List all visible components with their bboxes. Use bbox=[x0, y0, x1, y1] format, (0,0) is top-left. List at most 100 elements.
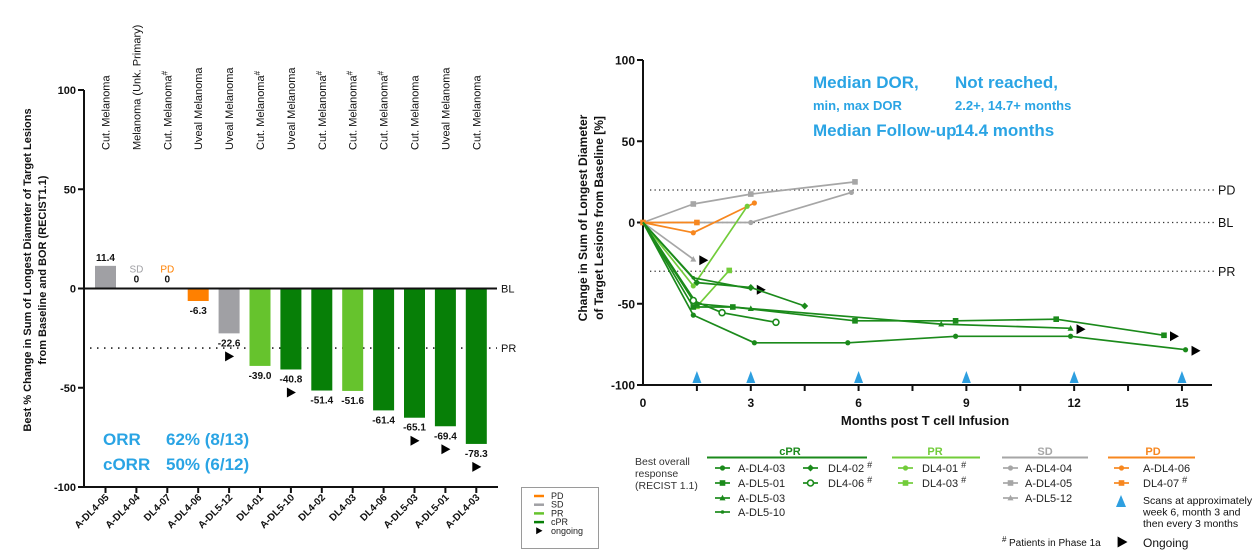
legend-group-title-pr: PR bbox=[927, 446, 942, 458]
legend-entry-dl4-07: DL4-07 # bbox=[1114, 475, 1187, 490]
line-y-tick-label: -100 bbox=[611, 379, 635, 393]
scan-time-marker-icon bbox=[1177, 371, 1187, 383]
legend-group-title-sd: SD bbox=[1037, 446, 1052, 458]
phase1a-mark: # bbox=[377, 70, 386, 75]
category-label: A-DL4-04 bbox=[104, 492, 143, 531]
legend-marker bbox=[902, 465, 909, 471]
reference-line-label: BL bbox=[1218, 216, 1233, 230]
data-point bbox=[1067, 325, 1074, 331]
bar-dl4-03 bbox=[342, 288, 364, 391]
annotation-label: Median DOR, bbox=[813, 73, 919, 92]
series-line bbox=[642, 221, 694, 260]
data-point bbox=[747, 305, 754, 312]
data-point bbox=[690, 283, 696, 289]
series-dl4-06 bbox=[642, 222, 780, 327]
legend-box bbox=[521, 487, 599, 549]
line-x-tick-label: 0 bbox=[640, 396, 647, 410]
legend-entry-dl4-01: DL4-01 # bbox=[898, 460, 966, 475]
legend-label: DL4-01 # bbox=[922, 460, 966, 475]
line-x-axis-title: Months post T cell Infusion bbox=[841, 413, 1009, 428]
annotation-value: 50% (6/12) bbox=[166, 455, 249, 474]
indication-label: Uveal Melanoma bbox=[193, 67, 205, 150]
data-point bbox=[726, 267, 733, 274]
legend-marker bbox=[719, 480, 726, 486]
bar-value-label: -39.0 bbox=[249, 371, 272, 382]
ongoing-arrow-icon bbox=[286, 387, 296, 398]
data-point bbox=[694, 219, 700, 226]
bar-value-label: -69.4 bbox=[434, 431, 457, 442]
legend-group-title-cpr: cPR bbox=[779, 446, 800, 458]
annotation-label: cORR bbox=[103, 455, 150, 474]
indication-label: Cut. Melanoma# bbox=[253, 70, 267, 150]
reference-line-label: PR bbox=[1218, 265, 1235, 279]
data-point bbox=[690, 256, 697, 262]
indication-label: Cut. Melanoma# bbox=[377, 70, 391, 150]
bar-dl4-01 bbox=[249, 288, 271, 366]
data-point bbox=[689, 296, 698, 305]
phase1a-mark: # bbox=[253, 70, 262, 75]
category-label: A-DL4-03 bbox=[444, 492, 483, 531]
series-line bbox=[642, 222, 1071, 330]
legend-label: A-DL4-06 bbox=[1143, 463, 1190, 475]
phase1a-mark: # bbox=[961, 475, 966, 485]
line-y-tick-label: -50 bbox=[618, 297, 636, 311]
annotation-value: Not reached, bbox=[955, 73, 1058, 92]
legend-label: DL4-07 # bbox=[1143, 475, 1187, 490]
data-point bbox=[690, 201, 697, 207]
legend-marker bbox=[1118, 465, 1125, 471]
bar-value-label: 0 bbox=[165, 275, 171, 286]
legend-marker bbox=[719, 465, 726, 471]
indication-label: Cut. Melanoma# bbox=[346, 70, 360, 150]
bar-value-label: -65.1 bbox=[403, 423, 426, 434]
data-point bbox=[848, 189, 854, 196]
indication-label: Melanoma (Unk. Primary) bbox=[131, 25, 143, 150]
data-point bbox=[938, 320, 945, 327]
reference-line-label: PD bbox=[1218, 184, 1235, 198]
data-point bbox=[693, 300, 700, 307]
bar-value-label: -78.3 bbox=[465, 449, 488, 460]
legend-label: ongoing bbox=[551, 526, 583, 536]
data-point bbox=[748, 219, 754, 226]
series-line bbox=[642, 222, 1186, 351]
data-point bbox=[1067, 333, 1074, 339]
legend-entry-a-dl4-05: A-DL4-05 bbox=[1003, 478, 1072, 490]
legend-marker bbox=[807, 464, 814, 472]
legend-title: response bbox=[635, 468, 678, 480]
bar-y-axis-title-line-1: Best % Change in Sum of Longest Diameter… bbox=[22, 108, 34, 431]
legend-title: Best overall bbox=[635, 456, 690, 468]
legend-label: A-DL5-01 bbox=[738, 478, 785, 490]
legend-marker bbox=[1007, 494, 1014, 501]
scan-time-marker-icon bbox=[1069, 371, 1079, 383]
bar-response-tag: SD bbox=[129, 265, 143, 276]
ongoing-arrow-icon bbox=[225, 351, 235, 362]
line-y-tick-label: 0 bbox=[628, 216, 635, 230]
bar-a-dl4-06 bbox=[187, 288, 209, 302]
spider-marks: 100 50 0 -50 -100 0 3 6 9 12 15 PD BL PR bbox=[611, 54, 1235, 411]
line-x-tick-label: 3 bbox=[747, 396, 754, 410]
ongoing-arrow-icon bbox=[1169, 331, 1179, 342]
data-point bbox=[690, 230, 696, 236]
line-y-tick-label: 100 bbox=[615, 54, 635, 68]
footnote-mark: # bbox=[1002, 535, 1007, 544]
indication-label: Cut. Melanoma# bbox=[315, 70, 329, 150]
phase1a-mark: # bbox=[315, 70, 324, 75]
indication-label: Cut. Melanoma bbox=[410, 75, 422, 150]
ongoing-arrow-icon bbox=[536, 527, 543, 535]
waterfall-chart: Best % Change in Sum of Longest Diameter… bbox=[22, 25, 599, 549]
phase1a-mark: # bbox=[867, 460, 872, 470]
data-point bbox=[751, 340, 757, 346]
bar-value-label: -40.8 bbox=[280, 374, 303, 385]
data-point bbox=[718, 308, 726, 317]
legend-label: SD bbox=[551, 500, 564, 510]
annotation-label: min, max DOR bbox=[813, 98, 902, 113]
data-point bbox=[690, 312, 696, 318]
bar-value-label: 0 bbox=[134, 275, 140, 286]
bar-y-axis-title-line-2: from Baseline and BOR (RECIST1.1) bbox=[37, 175, 49, 364]
bar-value-label: -22.6 bbox=[218, 338, 241, 349]
phase1a-mark: # bbox=[346, 70, 355, 75]
data-point bbox=[1182, 347, 1189, 353]
category-label: A-DL5-12 bbox=[196, 492, 235, 531]
line-x-tick-label: 9 bbox=[963, 396, 970, 410]
